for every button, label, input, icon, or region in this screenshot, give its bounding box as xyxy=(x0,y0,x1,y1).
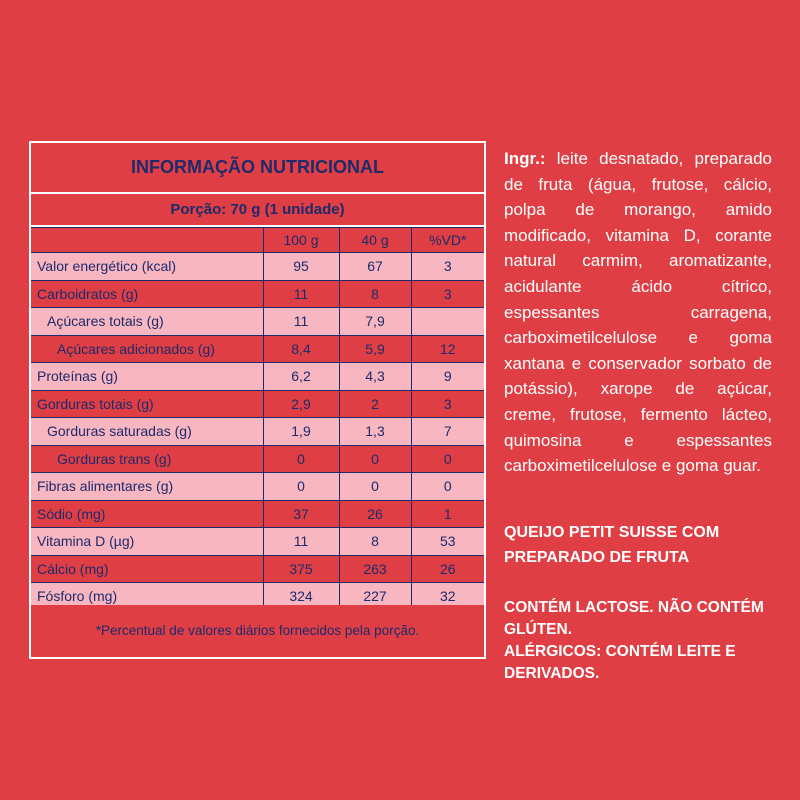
value-40g: 26 xyxy=(338,499,412,528)
column-header-nutrient xyxy=(31,227,264,253)
value-40g: 1,3 xyxy=(338,417,412,446)
table-row: Carboidratos (g) 11 8 3 xyxy=(31,279,484,308)
value-40g: 67 xyxy=(338,252,412,281)
nutrition-title: INFORMAÇÃO NUTRICIONAL xyxy=(31,143,484,194)
table-row: Sódio (mg) 37 26 1 xyxy=(31,499,484,528)
value-vd: 0 xyxy=(410,444,484,473)
nutrition-table: 100 g 40 g %VD* Valor energético (kcal) … xyxy=(31,227,484,611)
nutrient-name: Açúcares totais (g) xyxy=(31,307,264,336)
value-100g: 8,4 xyxy=(262,334,340,363)
value-40g: 7,9 xyxy=(338,307,412,336)
value-100g: 11 xyxy=(262,279,340,308)
table-row: Cálcio (mg) 375 263 26 xyxy=(31,554,484,583)
nutrient-name: Açúcares adicionados (g) xyxy=(31,334,264,363)
value-100g: 37 xyxy=(262,499,340,528)
value-100g: 0 xyxy=(262,444,340,473)
value-100g: 375 xyxy=(262,554,340,583)
table-row: Fibras alimentares (g) 0 0 0 xyxy=(31,472,484,501)
portion-size: Porção: 70 g (1 unidade) xyxy=(31,194,484,227)
table-footnote: *Percentual de valores diários fornecido… xyxy=(31,605,484,657)
table-row: Gorduras trans (g) 0 0 0 xyxy=(31,444,484,473)
column-header-40g: 40 g xyxy=(338,227,412,253)
value-vd: 9 xyxy=(410,362,484,391)
value-100g: 11 xyxy=(262,307,340,336)
value-vd xyxy=(410,307,484,336)
ingredients-text: Ingr.: leite desnatado, preparado de fru… xyxy=(504,146,772,479)
table-row: Vitamina D (µg) 11 8 53 xyxy=(31,527,484,556)
ingredients-label: Ingr.: xyxy=(504,149,546,168)
value-vd: 3 xyxy=(410,252,484,281)
table-row: Açúcares totais (g) 11 7,9 xyxy=(31,307,484,336)
column-header-vd: %VD* xyxy=(410,227,484,253)
value-vd: 3 xyxy=(410,279,484,308)
nutrient-name: Vitamina D (µg) xyxy=(31,527,264,556)
value-100g: 95 xyxy=(262,252,340,281)
table-header-row: 100 g 40 g %VD* xyxy=(31,227,484,253)
nutrient-name: Carboidratos (g) xyxy=(31,279,264,308)
nutrient-name: Gorduras trans (g) xyxy=(31,444,264,473)
allergen-line-derivatives: ALÉRGICOS: CONTÉM LEITE E DERIVADOS. xyxy=(504,643,736,682)
allergen-info: CONTÉM LACTOSE. NÃO CONTÉM GLÚTEN. ALÉRG… xyxy=(504,597,784,685)
ingredients-list: leite desnatado, preparado de fruta (águ… xyxy=(504,149,772,476)
value-vd: 53 xyxy=(410,527,484,556)
value-vd: 1 xyxy=(410,499,484,528)
table-row: Açúcares adicionados (g) 8,4 5,9 12 xyxy=(31,334,484,363)
nutrient-name: Cálcio (mg) xyxy=(31,554,264,583)
nutrient-name: Proteínas (g) xyxy=(31,362,264,391)
allergen-line-lactose: CONTÉM LACTOSE. NÃO CONTÉM GLÚTEN. xyxy=(504,599,764,638)
value-vd: 0 xyxy=(410,472,484,501)
value-40g: 2 xyxy=(338,389,412,418)
value-40g: 0 xyxy=(338,444,412,473)
nutrient-name: Fibras alimentares (g) xyxy=(31,472,264,501)
table-row: Valor energético (kcal) 95 67 3 xyxy=(31,252,484,281)
value-100g: 6,2 xyxy=(262,362,340,391)
table-row: Gorduras saturadas (g) 1,9 1,3 7 xyxy=(31,417,484,446)
nutrient-name: Gorduras saturadas (g) xyxy=(31,417,264,446)
value-vd: 26 xyxy=(410,554,484,583)
table-row: Gorduras totais (g) 2,9 2 3 xyxy=(31,389,484,418)
value-vd: 3 xyxy=(410,389,484,418)
product-name: QUEIJO PETIT SUISSE COM PREPARADO DE FRU… xyxy=(504,524,720,566)
value-vd: 12 xyxy=(410,334,484,363)
value-100g: 2,9 xyxy=(262,389,340,418)
nutrient-name: Sódio (mg) xyxy=(31,499,264,528)
value-40g: 4,3 xyxy=(338,362,412,391)
nutrient-name: Gorduras totais (g) xyxy=(31,389,264,418)
value-40g: 0 xyxy=(338,472,412,501)
value-100g: 0 xyxy=(262,472,340,501)
value-40g: 8 xyxy=(338,527,412,556)
value-40g: 5,9 xyxy=(338,334,412,363)
value-40g: 8 xyxy=(338,279,412,308)
nutrition-label: INFORMAÇÃO NUTRICIONAL Porção: 70 g (1 u… xyxy=(29,141,486,659)
column-header-100g: 100 g xyxy=(262,227,340,253)
table-row: Proteínas (g) 6,2 4,3 9 xyxy=(31,362,484,391)
nutrient-name: Valor energético (kcal) xyxy=(31,252,264,281)
nutrient-name: Fósforo (mg) xyxy=(31,582,264,611)
value-100g: 11 xyxy=(262,527,340,556)
value-40g: 263 xyxy=(338,554,412,583)
value-100g: 1,9 xyxy=(262,417,340,446)
value-vd: 7 xyxy=(410,417,484,446)
